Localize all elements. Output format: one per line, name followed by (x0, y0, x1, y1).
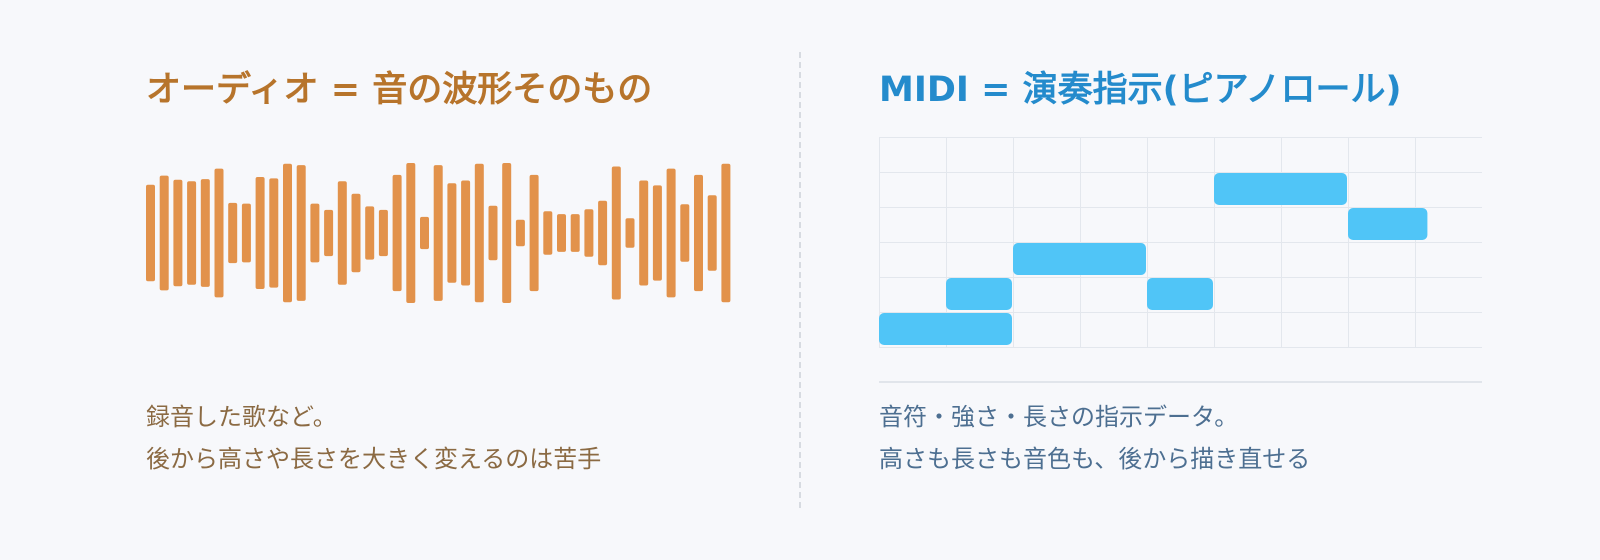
audio-description: 録音した歌など。 後から高さや長さを大きく変える​のは苦手 (146, 396, 601, 480)
waveform-bar (502, 163, 512, 303)
waveform-bar (570, 214, 580, 252)
waveform-bar (666, 168, 676, 298)
waveform-bar (146, 184, 155, 282)
waveform-bar (543, 211, 553, 255)
waveform-bar (420, 216, 429, 250)
waveform-bar (557, 214, 566, 252)
waveform-bar (214, 168, 224, 298)
waveform-bar (639, 180, 649, 286)
waveform-bar (461, 180, 471, 286)
panel-divider (799, 52, 801, 508)
audio-waveform (146, 163, 731, 303)
audio-description-line-1: 録音した歌など。 (146, 403, 337, 431)
waveform-bar (378, 209, 388, 257)
waveform-bar (721, 163, 731, 303)
waveform-bar (351, 193, 361, 273)
waveform-bar (392, 174, 402, 292)
waveform-bar (159, 175, 169, 291)
waveform-bar (255, 177, 265, 289)
midi-piano-roll (879, 137, 1482, 383)
waveform-bar (310, 203, 320, 263)
waveform-bar (241, 203, 251, 263)
midi-note (1147, 278, 1213, 310)
waveform-bar (337, 181, 347, 285)
waveform-bar (625, 218, 635, 248)
waveform-bar (694, 174, 703, 292)
midi-description-line-2: 高さも長さも音色も、後から描き直せる (879, 445, 1311, 473)
midi-note (1348, 208, 1428, 240)
waveform-bar (173, 179, 183, 287)
waveform-bar (584, 209, 594, 257)
waveform-bar (406, 163, 416, 303)
midi-note (879, 313, 1012, 345)
midi-note (946, 278, 1012, 310)
waveform-bar (433, 165, 443, 301)
waveform-bar (680, 204, 690, 262)
waveform-bar (598, 200, 608, 266)
midi-note (1214, 173, 1347, 205)
waveform-bar (296, 165, 306, 301)
waveform-bar (447, 183, 457, 283)
waveform-bar (529, 174, 539, 292)
audio-description-line-2: 後から高さや長さを大きく変える​のは苦手 (146, 445, 602, 473)
waveform-bar (283, 163, 292, 303)
waveform-bar (228, 202, 238, 264)
waveform-bar (652, 185, 662, 281)
audio-heading: オーディオ = 音の波形そのもの (146, 70, 653, 111)
waveform-bar (611, 166, 621, 300)
midi-heading: MIDI = 演奏指示(ピアノロール) (879, 70, 1402, 111)
waveform-bar (707, 195, 717, 271)
waveform-bar (200, 179, 210, 287)
midi-description-line-1: 音符・強さ・長さの指示データ。 (879, 403, 1239, 431)
midi-note (1013, 243, 1146, 275)
waveform-bar (474, 163, 484, 303)
midi-description: 音符・強さ・長さの指示データ。 高さも長さも音色も、後から描き直せる (879, 396, 1310, 480)
waveform-bar (187, 181, 197, 285)
waveform-bar (269, 178, 279, 288)
waveform-bar (365, 206, 375, 260)
waveform-bar (488, 205, 498, 261)
waveform-bar (324, 209, 334, 257)
waveform-bar (515, 219, 525, 247)
